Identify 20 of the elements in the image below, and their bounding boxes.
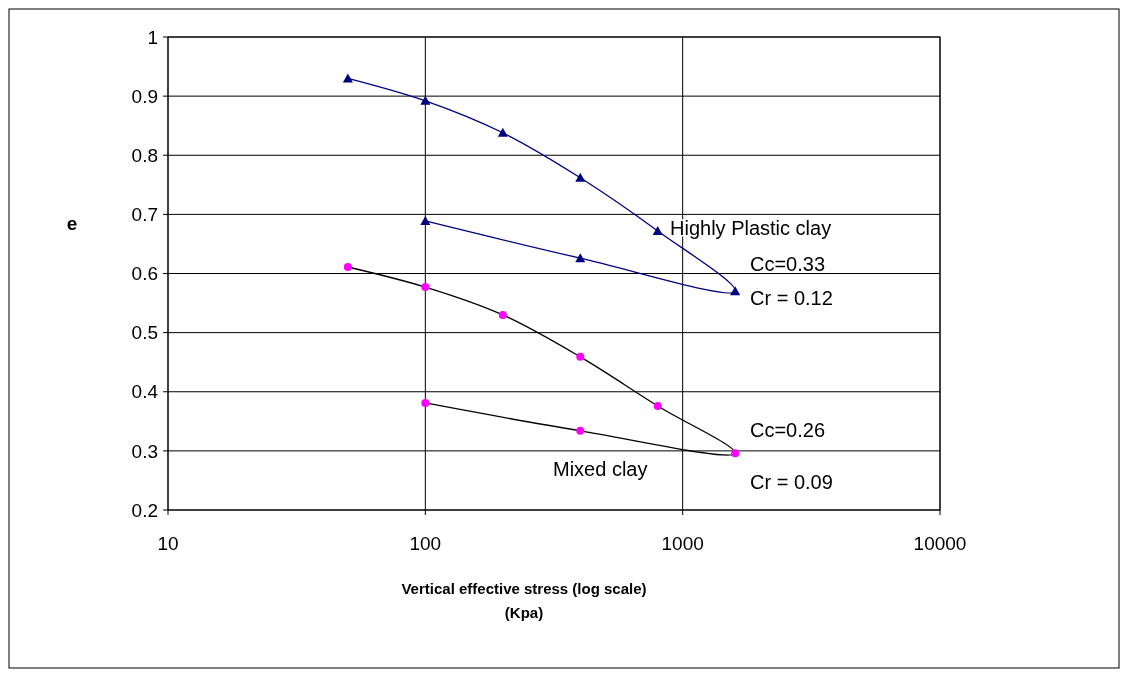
annotation: Cc=0.26 <box>750 419 826 441</box>
x-tick-label: 1000 <box>661 533 704 554</box>
annotation: Cr = 0.12 <box>750 287 833 309</box>
annotation: Cr = 0.09 <box>750 471 833 493</box>
y-tick-label: 0.4 <box>131 381 159 403</box>
y-tick-label: 0.5 <box>131 322 158 344</box>
y-tick-label: 0.7 <box>131 204 158 226</box>
y-tick-label: 0.2 <box>131 499 158 521</box>
y-tick-label: 1 <box>147 26 158 48</box>
x-tick-label: 10 <box>157 533 179 554</box>
y-tick-label: 0.9 <box>131 85 158 107</box>
annotation: Cc=0.33 <box>750 253 826 275</box>
annotation: Mixed clay <box>553 458 648 480</box>
y-tick-label: 0.3 <box>131 440 158 462</box>
y-tick-label: 0.6 <box>131 263 158 285</box>
y-axis-title: e <box>66 213 78 235</box>
x-tick-label: 10000 <box>913 533 967 554</box>
x-tick-label: 100 <box>409 533 442 554</box>
x-axis-title: Vertical effective stress (log scale) (Kpa) <box>401 580 647 621</box>
y-tick-label: 0.8 <box>131 144 158 166</box>
